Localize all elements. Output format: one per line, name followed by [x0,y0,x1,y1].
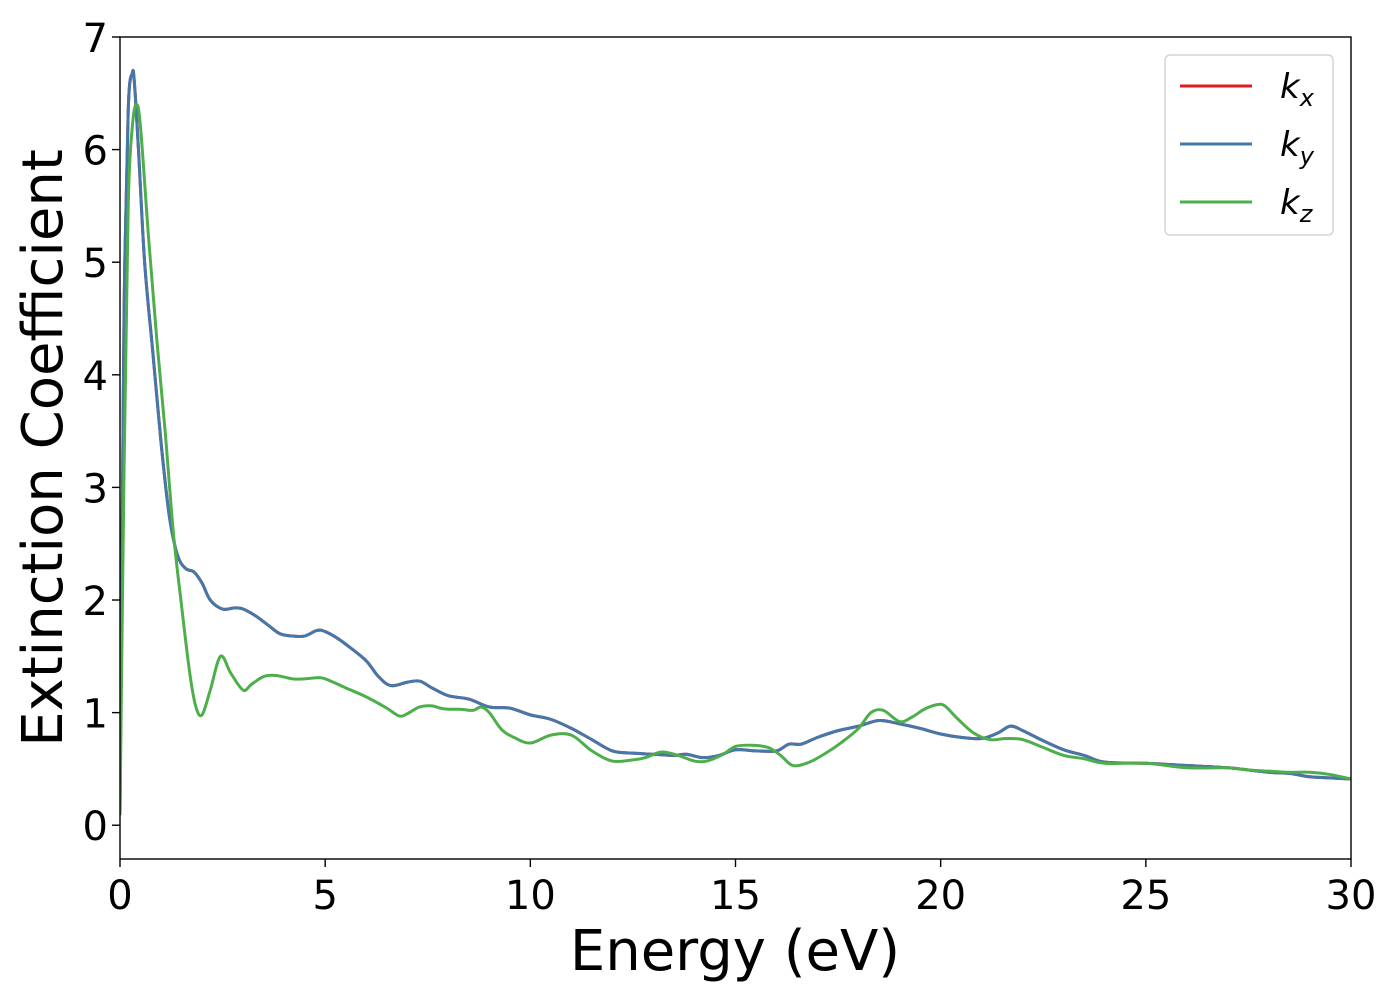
y-tick-label: 7 [83,16,108,62]
y-tick-label: 3 [83,466,108,512]
y-axis-title: Extinction Coefficient [11,149,76,747]
x-tick-label: 10 [505,873,556,919]
x-tick-label: 0 [107,873,132,919]
x-tick-label: 5 [312,873,337,919]
x-tick-label: 30 [1326,873,1377,919]
y-tick-label: 6 [83,129,108,175]
y-tick-label: 4 [83,354,108,400]
x-axis-title: Energy (eV) [570,919,900,984]
x-axis: 0 5 10 15 20 25 30 [107,859,1376,919]
x-tick-label: 25 [1120,873,1171,919]
x-tick-label: 20 [915,873,966,919]
y-axis: 0 1 2 3 4 5 6 7 [83,16,120,850]
series-layer [120,68,1351,816]
series-line-k-y [120,68,1351,816]
x-tick-label: 15 [710,873,761,919]
y-tick-label: 0 [83,804,108,850]
series-line-k-z [120,103,1351,816]
y-tick-label: 2 [83,579,108,625]
y-tick-label: 5 [83,241,108,287]
y-tick-label: 1 [83,692,108,738]
